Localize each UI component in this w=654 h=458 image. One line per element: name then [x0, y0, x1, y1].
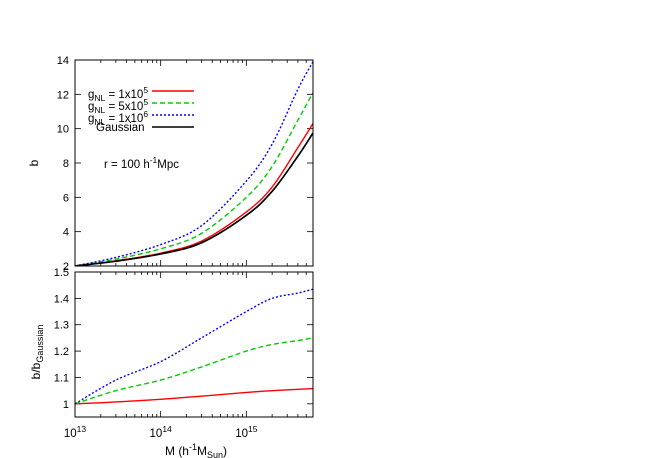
bottom-series-1-line [75, 337, 313, 405]
bottom-xlabel: M (h-1MSun) [165, 442, 227, 458]
top-ytick-label: 4 [63, 227, 69, 239]
xtick-label: 1013 [64, 424, 87, 440]
top-series-1-line [75, 92, 313, 266]
bottom-panel: 1 1.1 1.2 1.3 1.4 1.5 1013 1014 1015 b/bGaussian… [29, 267, 314, 458]
bottom-ytick-label: 1 [63, 399, 69, 411]
top-panel: 2 4 6 8 10 12 14 b gNL = 1x105 gNL = 5x105 gNL… [27, 55, 314, 273]
top-ylabel: b [27, 159, 41, 166]
bottom-ytick-label: 1.4 [54, 293, 69, 305]
legend-entry-3: Gaussian [96, 122, 145, 134]
legend-entry-0: gNL = 1x105 [88, 85, 148, 103]
legend: gNL = 1x105 gNL = 5x105 gNL = 1x106 Gaus… [88, 85, 194, 134]
radius-annotation: r = 100 h-1Mpc [104, 155, 179, 171]
bottom-ytick-label: 1.5 [54, 267, 69, 279]
bottom-series-2-line [75, 288, 313, 405]
top-ytick-label: 14 [57, 55, 69, 67]
bottom-ytick-label: 1.1 [54, 372, 69, 384]
xtick-label: 1014 [150, 424, 173, 440]
xtick-label: 1015 [235, 424, 258, 440]
legend-entry-2: gNL = 1x106 [88, 109, 148, 127]
top-panel-ticks: 2 4 6 8 10 12 14 [57, 55, 314, 273]
top-ytick-label: 6 [63, 192, 69, 204]
top-ytick-label: 10 [57, 124, 69, 136]
bottom-panel-series [75, 288, 313, 405]
bottom-series-0-line [75, 387, 313, 405]
top-ytick-label: 12 [57, 89, 69, 101]
bottom-ytick-label: 1.2 [54, 346, 69, 358]
top-panel-series [75, 61, 313, 266]
top-panel-frame [74, 59, 314, 267]
bottom-ylabel: b/bGaussian [29, 325, 45, 380]
top-series-3-line [75, 132, 313, 266]
legend-entry-1: gNL = 5x105 [88, 97, 148, 115]
top-series-2-line [75, 61, 313, 266]
top-ytick-label: 8 [63, 158, 69, 170]
bottom-ytick-label: 1.3 [54, 320, 69, 332]
bottom-panel-frame [74, 271, 314, 418]
top-ytick-label: 2 [63, 261, 69, 273]
